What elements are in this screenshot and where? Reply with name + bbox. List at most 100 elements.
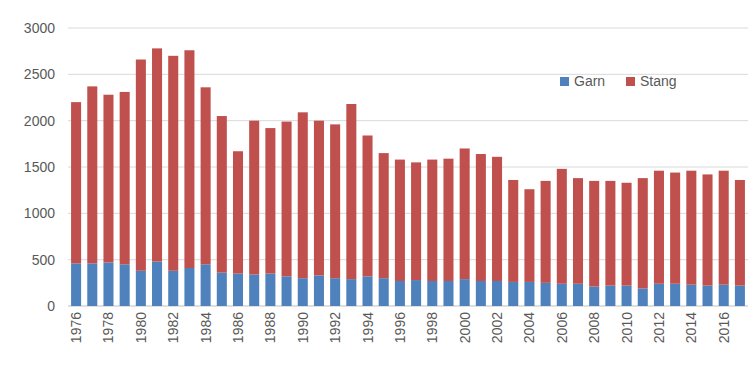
bar-segment (103, 262, 113, 306)
bar-segment (298, 112, 308, 278)
bar-segment (427, 281, 437, 306)
bar-segment (330, 278, 340, 306)
x-tick-label: 1982 (165, 312, 181, 343)
bar-segment (686, 171, 696, 285)
y-tick-label: 1500 (24, 159, 55, 175)
bar-segment (87, 263, 97, 306)
x-tick-label: 1992 (327, 312, 343, 343)
bar-segment (654, 284, 664, 306)
bar-segment (346, 104, 356, 279)
bar-segment (184, 268, 194, 306)
bar-segment (605, 286, 615, 306)
bar-segment (703, 174, 713, 285)
x-tick-label: 1984 (198, 312, 214, 343)
x-tick-label: 2004 (521, 312, 537, 343)
x-tick-label: 2000 (457, 312, 473, 343)
bar-segment (460, 148, 470, 279)
bar-segment (719, 285, 729, 306)
bar-segment (346, 279, 356, 306)
bar-segment (589, 287, 599, 306)
legend-label: Garn (574, 73, 605, 89)
bar-segment (120, 264, 130, 306)
bar-segment (411, 280, 421, 306)
grid-line (68, 28, 748, 29)
x-tick-label: 2008 (586, 312, 602, 343)
y-tick-label: 2500 (24, 66, 55, 82)
bar-segment (217, 273, 227, 306)
bar-segment (719, 171, 729, 285)
bar-segment (622, 183, 632, 286)
x-tick-label: 1986 (230, 312, 246, 343)
bar-segment (443, 159, 453, 281)
x-tick-label: 1990 (295, 312, 311, 343)
bar-segment (152, 48, 162, 261)
bar-segment (573, 284, 583, 306)
bar-segment (443, 281, 453, 306)
bar-segment (217, 116, 227, 273)
chart-container: 0500100015002000250030001976197819801982… (0, 0, 750, 370)
bar-segment (314, 275, 324, 306)
bar-segment (605, 181, 615, 286)
x-tick-label: 2012 (651, 312, 667, 343)
bar-segment (249, 274, 259, 306)
y-tick-label: 3000 (24, 20, 55, 36)
bar-segment (363, 135, 373, 276)
legend-swatch (626, 77, 635, 86)
x-tick-label: 1988 (262, 312, 278, 343)
bar-segment (411, 162, 421, 280)
x-tick-label: 2014 (683, 312, 699, 343)
y-tick-label: 500 (32, 252, 56, 268)
x-tick-label: 2002 (489, 312, 505, 343)
bar-segment (735, 286, 745, 306)
bar-segment (638, 288, 648, 306)
bar-segment (524, 189, 534, 282)
bar-segment (136, 60, 146, 271)
y-tick-label: 0 (47, 298, 55, 314)
bar-segment (168, 56, 178, 271)
x-tick-label: 1980 (133, 312, 149, 343)
bar-segment (136, 271, 146, 306)
bar-segment (541, 283, 551, 306)
bar-segment (735, 180, 745, 286)
bar-segment (573, 178, 583, 284)
bar-segment (557, 169, 567, 284)
bar-segment (249, 121, 259, 275)
bar-segment (524, 282, 534, 306)
bar-segment (71, 102, 81, 263)
bar-segment (233, 151, 243, 273)
bar-segment (282, 122, 292, 277)
bar-segment (654, 171, 664, 284)
bar-segment (622, 286, 632, 306)
bar-segment (492, 281, 502, 306)
x-tick-label: 2006 (554, 312, 570, 343)
bar-segment (427, 160, 437, 281)
bar-segment (314, 121, 324, 276)
bar-segment (330, 124, 340, 278)
bar-segment (670, 284, 680, 306)
bar-segment (201, 264, 211, 306)
bar-segment (152, 262, 162, 306)
bar-segment (460, 279, 470, 306)
bar-segment (87, 86, 97, 263)
x-tick-label: 1996 (392, 312, 408, 343)
bar-segment (476, 281, 486, 306)
bar-segment (265, 128, 275, 273)
bar-segment (184, 50, 194, 268)
bar-segment (265, 274, 275, 306)
bar-segment (557, 284, 567, 306)
bar-segment (233, 274, 243, 306)
x-tick-label: 1978 (100, 312, 116, 343)
x-tick-label: 2010 (619, 312, 635, 343)
bar-segment (168, 271, 178, 306)
y-tick-label: 1000 (24, 205, 55, 221)
bar-segment (670, 173, 680, 284)
bar-segment (686, 285, 696, 306)
bar-segment (638, 178, 648, 288)
chart-svg: 0500100015002000250030001976197819801982… (0, 0, 750, 370)
bar-segment (282, 276, 292, 306)
bar-segment (71, 263, 81, 306)
x-tick-label: 1994 (360, 312, 376, 343)
bar-segment (120, 92, 130, 264)
bar-segment (508, 282, 518, 306)
bar-segment (395, 281, 405, 306)
